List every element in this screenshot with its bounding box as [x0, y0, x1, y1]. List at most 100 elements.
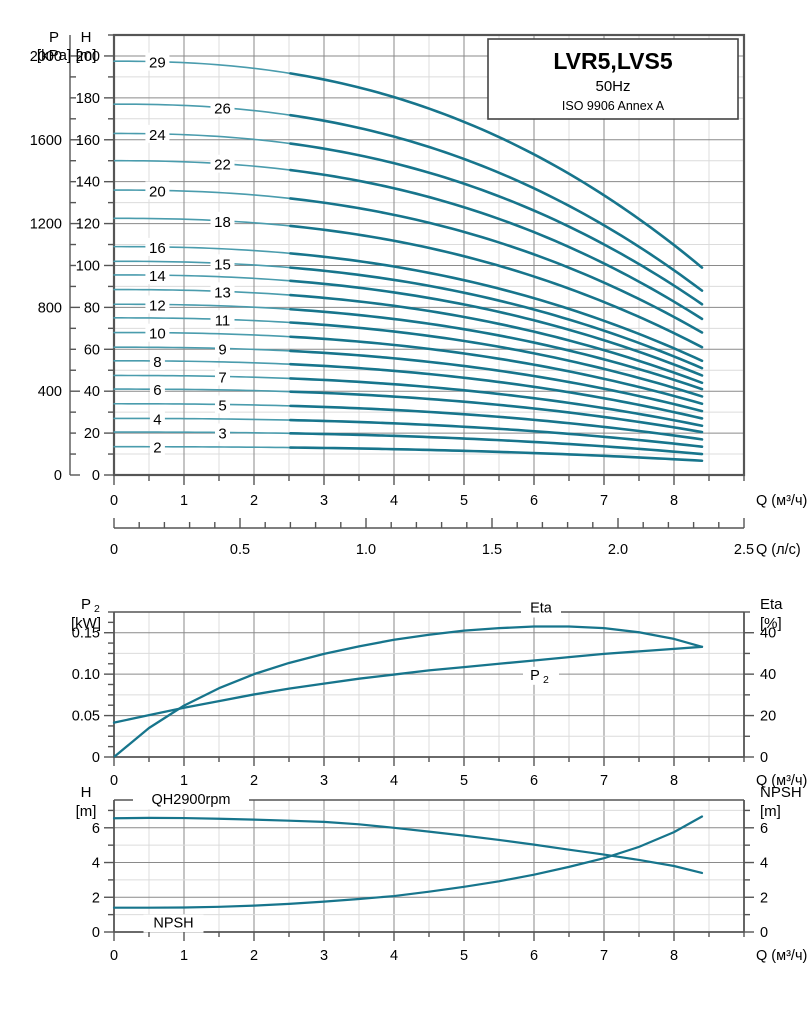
qh-curve-9	[289, 349, 704, 413]
qh-curve-label-16: 16	[149, 240, 166, 257]
qh-curve-10	[289, 335, 704, 406]
q-ls-tick-label: 0	[110, 542, 118, 558]
qh-curve-2-light	[113, 445, 292, 449]
p2-axis-unit: [kW]	[71, 615, 101, 632]
eta-tick-label: 40	[760, 667, 776, 683]
npsh-axis-unit: [m]	[760, 803, 781, 820]
power-label-bg-p2	[523, 666, 559, 685]
npsh-q-tick-label: 4	[390, 948, 398, 964]
title-model: LVR5,LVS5	[553, 48, 672, 74]
h-axis-title: H	[81, 29, 92, 46]
qh-curve-label-bg-26	[210, 98, 235, 117]
qh-curve-3-light	[113, 431, 292, 435]
eta-tick-label: 20	[760, 709, 776, 725]
eta-axis-unit: [%]	[760, 615, 782, 632]
eta-tick-label: 0	[760, 750, 768, 766]
qh-curve-label-bg-9	[215, 339, 230, 358]
qh-curve-label-4: 4	[153, 411, 161, 428]
h-tick-label: 120	[76, 217, 100, 233]
qh-curve-24-light	[113, 132, 292, 145]
qh-curve-label-20: 20	[149, 183, 166, 200]
qh-curve-label-bg-18	[210, 211, 235, 230]
h-tick-label: 100	[76, 258, 100, 274]
qh-curve-label-9: 9	[218, 341, 226, 358]
qh-curve-11-light	[113, 317, 292, 324]
qh-curve-label-bg-15	[210, 254, 235, 273]
h-tick-label: 40	[84, 384, 100, 400]
npsh-curve-label-npsh: NPSH	[153, 916, 193, 932]
q-ls-tick-label: 1.5	[482, 542, 502, 558]
npsh-r-tick-label: 2	[760, 890, 768, 906]
qh-curve-label-bg-20	[145, 181, 170, 200]
qh-curve-12-light	[113, 303, 292, 311]
qh-curve-6	[289, 390, 704, 434]
npsh-axis-title: NPSH	[760, 784, 802, 801]
qh-curve-11	[289, 321, 704, 398]
qh-curve-label-bg-6	[149, 380, 165, 399]
p-kpa-tick-label: 400	[38, 384, 62, 400]
power-curve-label-p2-sub: 2	[543, 674, 549, 686]
q-tick-label: 3	[320, 493, 328, 509]
qh-curve-15-light	[113, 260, 292, 269]
qh-curve-label-13: 13	[214, 284, 231, 301]
qh-curve-label-18: 18	[214, 214, 231, 231]
eta-tick-label: 40	[760, 626, 776, 642]
qh-curve-label-bg-29	[145, 52, 170, 71]
qh-curve-14-light	[113, 274, 292, 282]
npsh-h-tick-label: 4	[92, 856, 100, 872]
q-ls-axis-title: Q (л/с)	[756, 542, 801, 558]
qh-curve-label-3: 3	[218, 425, 226, 442]
h-tick-label: 20	[84, 426, 100, 442]
p-kpa-tick-label: 0	[54, 468, 62, 484]
h-tick-label: 140	[76, 175, 100, 191]
power-curve-label-eta: Eta	[530, 601, 553, 617]
npsh-curve-label-qh2900rpm: QH2900rpm	[152, 792, 231, 808]
q-ls-tick-label: 0.5	[230, 542, 250, 558]
qh-curve-29	[289, 72, 704, 269]
qh-curve-18	[289, 224, 704, 349]
qh-curve-label-bg-3	[215, 423, 230, 442]
p-kpa-tick-label: 1200	[30, 217, 62, 233]
q-ls-tick-label: 2.0	[608, 542, 628, 558]
qh-curve-label-7: 7	[218, 369, 226, 386]
h-tick-label: 200	[76, 49, 100, 65]
q-tick-label: 4	[390, 493, 398, 509]
power-curve-label-p2: P	[530, 668, 540, 684]
qh-curve-label-12: 12	[149, 297, 166, 314]
power-q-tick-label: 5	[460, 773, 468, 789]
power-q-tick-label: 6	[530, 773, 538, 789]
q-tick-label: 5	[460, 493, 468, 509]
qh-curve-label-11: 11	[215, 312, 231, 329]
qh-curve-8-light	[113, 360, 292, 366]
npsh-curve-NPSH	[112, 815, 704, 909]
qh-curve-2	[289, 446, 704, 463]
p2-tick-label: 0.05	[72, 709, 100, 725]
p-kpa-axis-title: P	[49, 29, 59, 46]
h-tick-label: 160	[76, 133, 100, 149]
qh-curve-label-5: 5	[218, 397, 226, 414]
power-q-tick-label: 7	[600, 773, 608, 789]
qh-curve-8	[289, 362, 704, 420]
npsh-label-bg-npsh	[143, 914, 204, 933]
npsh-q-axis-title: Q (м³/ч)	[756, 948, 807, 964]
npsh-q-tick-label: 5	[460, 948, 468, 964]
npsh-r-tick-label: 6	[760, 821, 768, 837]
qh-curve-7	[289, 377, 704, 428]
qh-curve-15	[289, 266, 704, 370]
qh-curve-10-light	[113, 331, 292, 338]
npsh-q-tick-label: 2	[250, 948, 258, 964]
npsh-h-tick-label: 6	[92, 821, 100, 837]
qh-curve-label-bg-16	[145, 237, 170, 256]
title-block	[487, 38, 739, 120]
qh-curve-26	[289, 113, 704, 292]
qh-curve-16	[289, 252, 704, 363]
qh-curve-24	[289, 142, 704, 306]
q-tick-label: 6	[530, 493, 538, 509]
qh-curve-12	[289, 307, 704, 391]
q-tick-label: 0	[110, 493, 118, 509]
qh-curve-label-8: 8	[153, 354, 161, 371]
title-standard: ISO 9906 Annex A	[562, 99, 665, 113]
qh-curve-20	[289, 197, 704, 334]
p-kpa-tick-label: 1600	[30, 133, 62, 149]
